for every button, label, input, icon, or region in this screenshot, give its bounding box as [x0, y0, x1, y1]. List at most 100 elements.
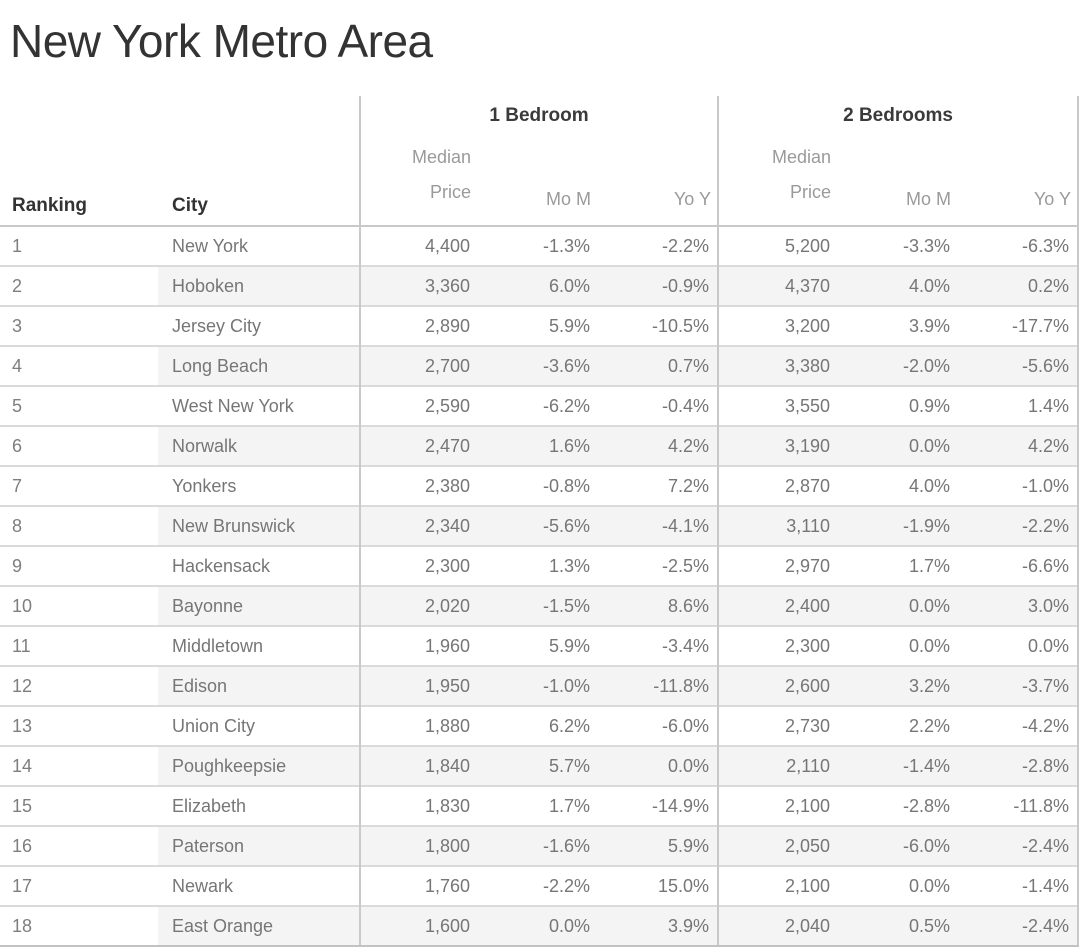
bed2-price-cell: 2,050: [717, 825, 838, 866]
ranking-cell: 4: [0, 345, 158, 386]
bed1-price-cell: 1,600: [359, 905, 478, 947]
bed1-price-cell: 1,760: [359, 865, 478, 906]
bed1-mom-cell: -3.6%: [478, 345, 598, 386]
bed2-yoy-cell: -2.4%: [958, 825, 1080, 866]
ranking-cell: 1: [12, 235, 23, 256]
group-header-2-bedrooms: 2 Bedrooms Median Price Mo M Yo Y: [716, 96, 1080, 227]
bed2-yoy-cell: 3.0%: [958, 585, 1080, 626]
group-label-2-bedrooms: 2 Bedrooms: [843, 105, 953, 126]
ranking-cell: 11: [0, 625, 158, 666]
city-cell: Yonkers: [158, 465, 360, 506]
mom-header: Mo M: [906, 189, 951, 209]
bed2-price-cell: 2,040: [717, 905, 838, 947]
bed1-price-cell: 1,800: [359, 825, 478, 866]
bed1-mom-cell: -1.0%: [478, 665, 598, 706]
bed1-yoy-cell: -2.2%: [661, 235, 709, 256]
bed2-mom-cell: -2.8%: [838, 785, 958, 826]
bed1-mom-cell: 5.7%: [478, 745, 598, 786]
bed1-mom-cell: 5.9%: [478, 625, 598, 666]
ranking-cell: 13: [0, 705, 158, 746]
bed1-mom-cell: 1.6%: [478, 425, 598, 466]
bed1-price-cell: 4,400: [359, 226, 478, 266]
bed1-yoy-cell: -10.5%: [598, 305, 718, 346]
ranking-column-header: Ranking: [0, 96, 158, 227]
bed2-price-cell: 2,730: [717, 705, 838, 746]
table-row: 11 Middletown 1,960 5.9% -3.4% 2,300 0.0% 0.0%: [0, 625, 1080, 666]
bed1-mom-cell: -1.6%: [478, 825, 598, 866]
bed1-mom-cell: 0.0%: [478, 905, 598, 947]
ranking-cell: 6: [0, 425, 158, 466]
bed1-mom-cell: -0.8%: [478, 465, 598, 506]
bed1-mom-cell: 1.3%: [478, 545, 598, 586]
bed1-price-cell: 1,880: [359, 705, 478, 746]
bed2-mom-cell: 0.0%: [838, 865, 958, 906]
bed2-mom-cell: -2.0%: [838, 345, 958, 386]
ranking-cell: 8: [0, 505, 158, 546]
bed2-mom-cell: 0.0%: [838, 625, 958, 666]
group-label-1-bedroom: 1 Bedroom: [489, 105, 589, 126]
ranking-cell: 3: [0, 305, 158, 346]
bed2-yoy-cell: -17.7%: [958, 305, 1080, 346]
page-title: New York Metro Area: [10, 15, 433, 67]
bed1-yoy-cell: -14.9%: [598, 785, 718, 826]
ranking-cell: 18: [0, 905, 158, 947]
city-cell: Long Beach: [158, 345, 360, 386]
bed1-yoy-cell: 7.2%: [598, 465, 718, 506]
table-row: 6 Norwalk 2,470 1.6% 4.2% 3,190 0.0% 4.2%: [0, 425, 1080, 466]
bed2-mom-cell: 1.7%: [838, 545, 958, 586]
bed2-price-cell: 2,300: [717, 625, 838, 666]
bed1-yoy-cell: 0.0%: [598, 745, 718, 786]
mom-header: Mo M: [546, 189, 591, 209]
table-row: 1 New York 4,400 -1.3% -2.2% 5,200 -3.3% -6.3%: [0, 226, 1080, 266]
city-cell: New Brunswick: [158, 505, 360, 546]
bed1-price-cell: 3,360: [359, 265, 478, 306]
bed2-yoy-cell: 1.4%: [958, 385, 1080, 426]
table-header: Ranking City 1 Bedroom Median Price Mo M …: [0, 96, 1080, 227]
bed2-mom-cell: 4.0%: [838, 265, 958, 306]
bed1-price-cell: 2,700: [359, 345, 478, 386]
bed1-price-cell: 2,340: [359, 505, 478, 546]
bed1-price-cell: 2,020: [359, 585, 478, 626]
bed1-mom-cell: 6.0%: [478, 265, 598, 306]
table-row: 14 Poughkeepsie 1,840 5.7% 0.0% 2,110 -1.4% -2.…: [0, 745, 1080, 786]
bed1-mom-cell: -2.2%: [478, 865, 598, 906]
table-row: 16 Paterson 1,800 -1.6% 5.9% 2,050 -6.0% -2.4%: [0, 825, 1080, 866]
bed1-yoy-cell: -0.9%: [598, 265, 718, 306]
ranking-cell: 10: [0, 585, 158, 626]
bed2-yoy-cell: -11.8%: [958, 785, 1080, 826]
bed2-price-cell: 2,110: [717, 745, 838, 786]
bed1-price-cell: 1,840: [359, 745, 478, 786]
city-column-header: City: [158, 96, 360, 227]
bed1-price-cell: 2,300: [359, 545, 478, 586]
bed2-mom-cell: -6.0%: [838, 825, 958, 866]
ranking-cell: 15: [0, 785, 158, 826]
bed2-mom-cell: 4.0%: [838, 465, 958, 506]
bed2-mom-cell: 0.0%: [838, 585, 958, 626]
bed2-price-cell: 3,110: [717, 505, 838, 546]
city-cell: Edison: [158, 665, 360, 706]
city-cell: Bayonne: [158, 585, 360, 626]
ranking-cell: 16: [0, 825, 158, 866]
bed2-price-cell: 5,200: [717, 226, 838, 266]
city-cell: Paterson: [158, 825, 360, 866]
city-cell: Poughkeepsie: [158, 745, 360, 786]
median-price-header: Median Price: [771, 147, 831, 202]
city-cell: Norwalk: [158, 425, 360, 466]
ranking-cell: 17: [0, 865, 158, 906]
bed2-mom-cell: 0.5%: [838, 905, 958, 947]
bed2-price-cell: 3,550: [717, 385, 838, 426]
bed2-mom-cell: 3.2%: [838, 665, 958, 706]
bed2-price-cell: 3,200: [717, 305, 838, 346]
city-cell: Newark: [158, 865, 360, 906]
ranking-cell: 5: [0, 385, 158, 426]
city-cell: Middletown: [158, 625, 360, 666]
bed1-yoy-cell: -3.4%: [598, 625, 718, 666]
bed2-mom-cell: 0.9%: [838, 385, 958, 426]
ranking-cell: 2: [0, 265, 158, 306]
table-row: 7 Yonkers 2,380 -0.8% 7.2% 2,870 4.0% -1.0%: [0, 465, 1080, 506]
ranking-cell: 14: [0, 745, 158, 786]
bed2-mom-cell: -1.9%: [838, 505, 958, 546]
bed1-yoy-cell: 3.9%: [598, 905, 718, 947]
table-row: 13 Union City 1,880 6.2% -6.0% 2,730 2.2% -4.2%: [0, 705, 1080, 746]
bed2-yoy-cell: -2.2%: [958, 505, 1080, 546]
